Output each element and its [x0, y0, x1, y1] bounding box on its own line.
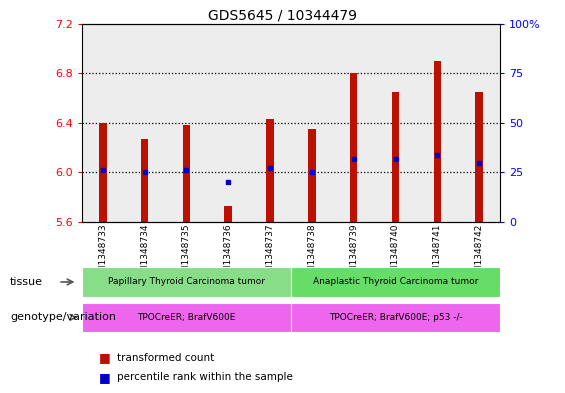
Text: genotype/variation: genotype/variation [10, 312, 116, 322]
Bar [166, 24, 207, 222]
Text: transformed count: transformed count [117, 353, 214, 363]
Text: Anaplastic Thyroid Carcinoma tumor: Anaplastic Thyroid Carcinoma tumor [313, 277, 478, 286]
Text: ■: ■ [99, 351, 111, 364]
Bar [182, 125, 190, 222]
Bar [291, 24, 333, 222]
Text: TPOCreER; BrafV600E: TPOCreER; BrafV600E [137, 313, 236, 322]
Text: tissue: tissue [10, 277, 43, 287]
Bar [141, 139, 149, 222]
Bar [475, 92, 483, 222]
Text: percentile rank within the sample: percentile rank within the sample [117, 372, 293, 382]
Bar [266, 119, 274, 222]
Bar [224, 206, 232, 222]
Bar [99, 123, 107, 222]
Text: Papillary Thyroid Carcinoma tumor: Papillary Thyroid Carcinoma tumor [108, 277, 265, 286]
Text: TPOCreER; BrafV600E; p53 -/-: TPOCreER; BrafV600E; p53 -/- [329, 313, 462, 322]
Bar [375, 24, 416, 222]
Bar [458, 24, 500, 222]
Bar [392, 92, 399, 222]
Bar [350, 73, 358, 222]
Bar [249, 24, 291, 222]
Bar [433, 61, 441, 222]
Bar [207, 24, 249, 222]
Bar [124, 24, 166, 222]
Text: GDS5645 / 10344479: GDS5645 / 10344479 [208, 9, 357, 23]
Bar [416, 24, 458, 222]
Text: ■: ■ [99, 371, 111, 384]
Bar [82, 24, 124, 222]
Bar [308, 129, 316, 222]
Bar [333, 24, 375, 222]
